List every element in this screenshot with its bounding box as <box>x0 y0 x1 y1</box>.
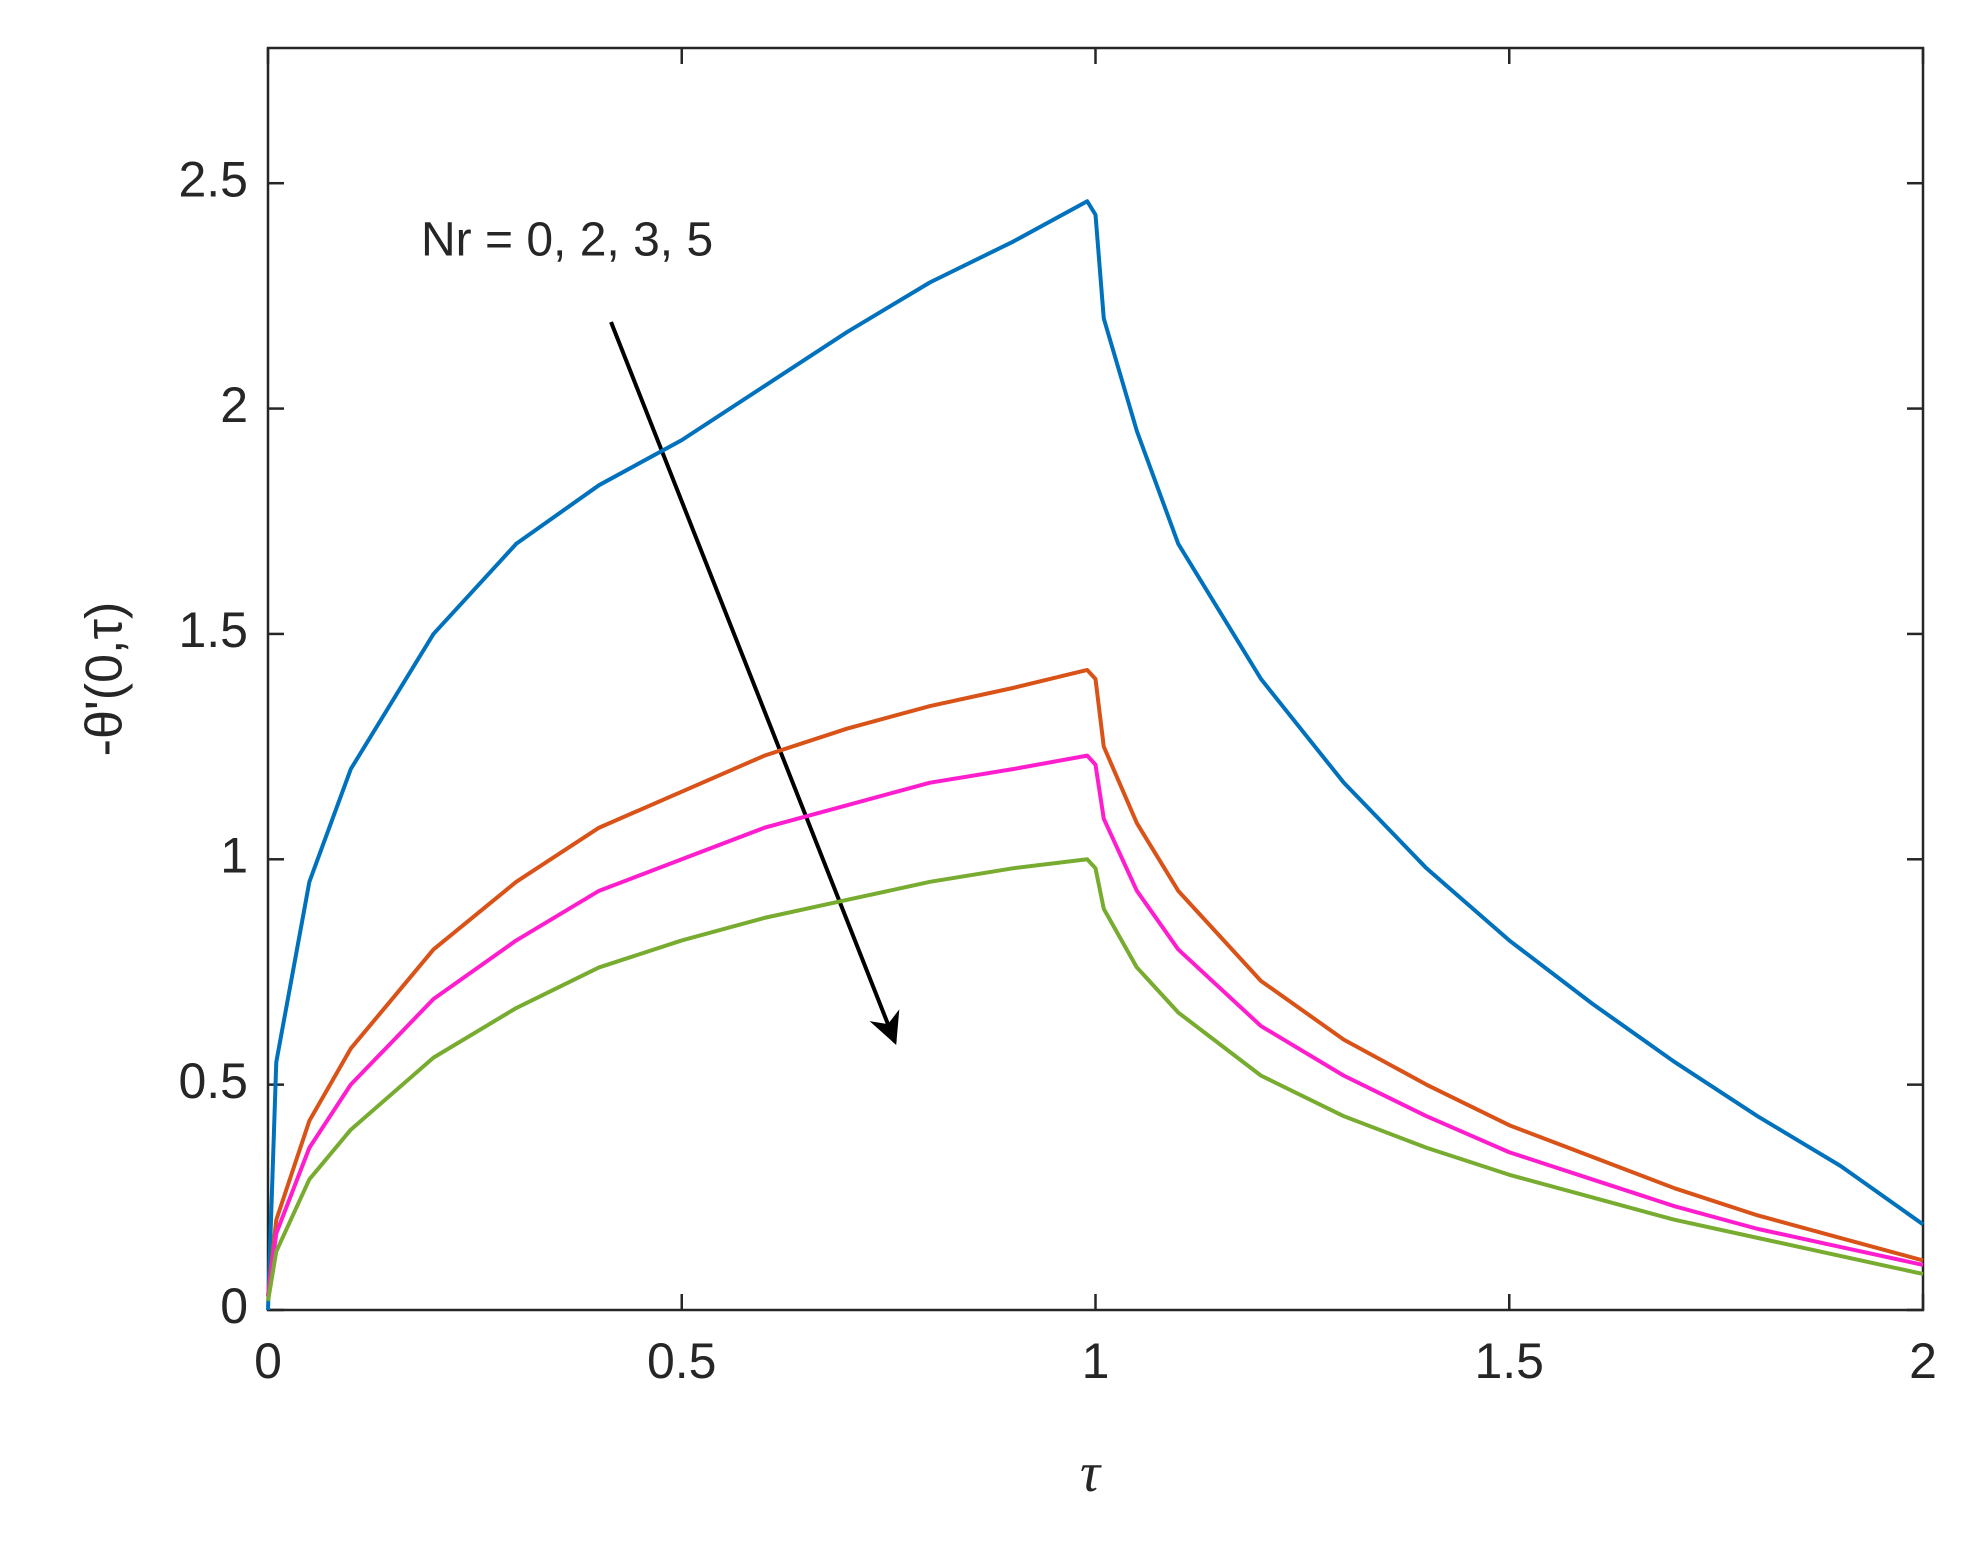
x-axis-label: τ <box>1080 1442 1102 1504</box>
arrow <box>609 321 900 1045</box>
y-tick-label: 2 <box>220 377 248 433</box>
x-tick-label: 0 <box>254 1333 282 1389</box>
y-tick-label: 2.5 <box>178 151 248 207</box>
series-line <box>266 667 1924 1297</box>
y-tick-label: 0 <box>220 1278 248 1334</box>
annotation: Nr = 0, 2, 3, 5 <box>421 214 713 267</box>
series-line <box>266 857 1924 1302</box>
x-tick-label: 0.5 <box>647 1333 717 1389</box>
x-tick-label: 2 <box>1909 1333 1937 1389</box>
x-tick-label: 1 <box>1082 1333 1110 1389</box>
y-tick-label: 0.5 <box>178 1053 248 1109</box>
series-line <box>266 199 1925 1311</box>
series-line <box>266 753 1924 1297</box>
x-tick-label: 1.5 <box>1474 1333 1544 1389</box>
y-tick-label: 1 <box>220 827 248 883</box>
y-tick-label: 1.5 <box>178 602 248 658</box>
y-axis-label: -θ'(0,τ) <box>76 602 134 757</box>
